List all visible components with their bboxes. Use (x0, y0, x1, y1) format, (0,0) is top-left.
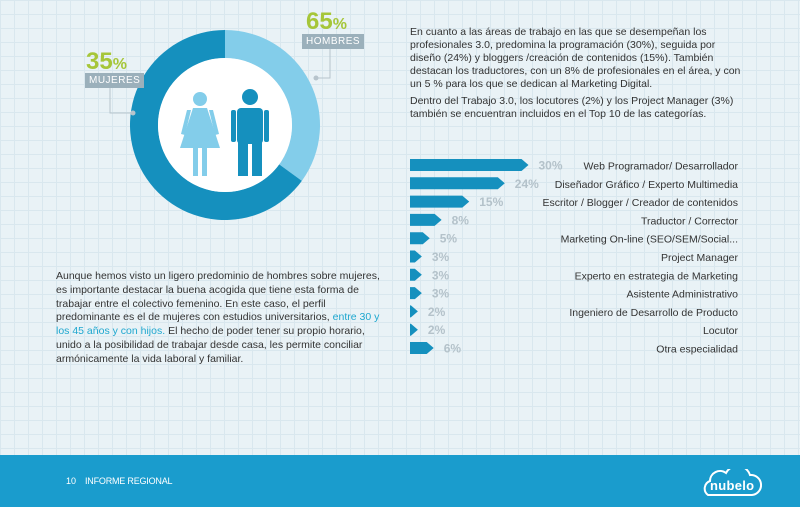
bar-value-label: 2% (428, 323, 446, 337)
donut-svg (109, 30, 331, 220)
bar-1 (410, 177, 505, 190)
body-paragraph: Aunque hemos visto un ligero predominio … (56, 270, 381, 367)
bar-7 (410, 287, 422, 300)
bar-category-label: Marketing On-line (SEO/SEM/Social... (561, 234, 738, 246)
bar-4 (410, 232, 430, 245)
bar-9 (410, 323, 418, 336)
bar-category-label: Experto en estrategia de Marketing (575, 270, 739, 282)
bar-value-label: 3% (432, 268, 450, 282)
women-percent-sign: % (112, 56, 127, 73)
bar-category-label: Otra especialidad (656, 344, 738, 356)
intro-paragraph-2: Dentro del Trabajo 3.0, los locutores (2… (410, 95, 734, 120)
bar-chart-svg: 30% Web Programador/ Desarrollador 24% Dise… (410, 159, 739, 356)
bar-category-label: Web Programador/ Desarrollador (584, 161, 739, 173)
footer-bar: 10 INFORME REGIONAL (0, 455, 800, 507)
bar-category-label: Escritor / Blogger / Creador de contenid… (542, 197, 738, 209)
page-number: 10 (66, 476, 77, 486)
bar-value-label: 6% (444, 342, 462, 356)
cloud-icon (703, 469, 762, 496)
bar-value-label: 3% (432, 287, 450, 301)
bar-category-label: Diseñador Gráfico / Experto Multimedia (555, 179, 738, 191)
bar-value-label: 5% (440, 232, 458, 246)
woman-icon (180, 92, 220, 176)
body-text-before: Aunque hemos visto un ligero predominio … (56, 270, 380, 324)
women-percent-value: 35 (86, 48, 113, 75)
women-label: MUJERES (85, 73, 145, 88)
bar-8 (410, 305, 418, 318)
body-text-after: El hecho de poder tener su propio horari… (56, 325, 365, 365)
bar-value-label: 15% (479, 195, 503, 209)
men-percent: 65% (306, 10, 347, 34)
bar-category-label: Locutor (703, 325, 739, 337)
bar-category-label: Asistente Administrativo (627, 289, 739, 301)
bar-10 (410, 342, 434, 354)
bar-0 (410, 159, 529, 171)
bar-category-label: Ingeniero de Desarrollo de Producto (569, 307, 738, 319)
work-areas-bar-chart: 30% Web Programador/ Desarrollador 24% Dise… (410, 159, 739, 356)
women-leader-line (109, 88, 136, 116)
bar-value-label: 2% (428, 305, 446, 319)
bar-5 (410, 250, 422, 263)
donut-slice-mujeres (225, 30, 321, 181)
men-leader-line (313, 48, 331, 81)
bar-category-label: Traductor / Corrector (641, 215, 739, 227)
intro-paragraph-1: En cuanto a las áreas de trabajo en las … (410, 26, 741, 90)
gender-donut-chart: 35% MUJERES 65% HOMBRES (85, 10, 365, 220)
men-percent-value: 65 (306, 8, 333, 35)
bar-3 (410, 213, 442, 226)
intro-text: En cuanto a las áreas de trabajo en las … (410, 26, 742, 125)
men-label: HOMBRES (302, 34, 365, 49)
bar-2 (410, 195, 470, 208)
bar-value-label: 24% (515, 177, 539, 191)
bar-value-label: 3% (432, 250, 450, 264)
logo-text: nubelo (710, 478, 755, 493)
donut-slice-hombres (130, 30, 302, 220)
bar-category-label: Project Manager (661, 252, 739, 264)
bar-6 (410, 268, 422, 281)
men-percent-sign: % (332, 16, 347, 33)
footer-title: INFORME REGIONAL (85, 476, 173, 486)
body-text-highlight: entre 30 y los 45 años y con hijos. (56, 311, 380, 338)
man-icon (231, 89, 269, 176)
women-percent: 35% (86, 50, 127, 74)
nubelo-logo: nubelo (700, 469, 762, 497)
bar-value-label: 8% (452, 213, 470, 227)
bar-value-label: 30% (539, 159, 563, 173)
